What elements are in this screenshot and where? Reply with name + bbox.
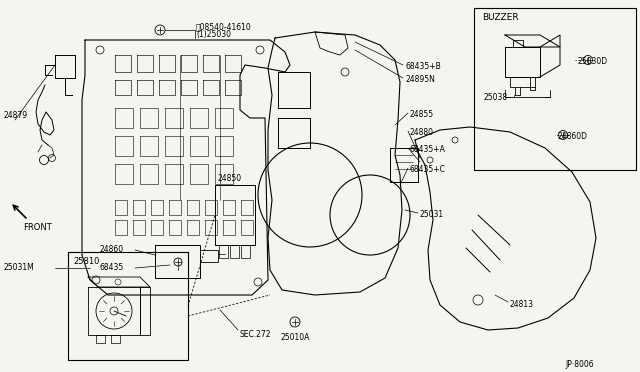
Text: 24860D: 24860D <box>557 132 587 141</box>
Text: 68435+A: 68435+A <box>410 145 446 154</box>
Text: 25031: 25031 <box>420 210 444 219</box>
Text: 24880: 24880 <box>410 128 434 137</box>
Text: 68435+B: 68435+B <box>405 62 441 71</box>
Text: 68435: 68435 <box>100 263 124 273</box>
Text: 24895N: 24895N <box>405 75 435 84</box>
Text: 25038: 25038 <box>484 93 508 102</box>
Text: 24860: 24860 <box>100 246 124 254</box>
Text: 25010A: 25010A <box>280 333 310 342</box>
Text: BUZZER: BUZZER <box>482 13 518 22</box>
Text: 24879: 24879 <box>4 112 28 121</box>
Text: JP·8006: JP·8006 <box>565 360 594 369</box>
Text: 25810: 25810 <box>73 257 99 266</box>
Text: 68435+C: 68435+C <box>410 165 446 174</box>
Text: FRONT: FRONT <box>23 223 52 232</box>
Text: 24850: 24850 <box>218 174 242 183</box>
Text: SEC.272: SEC.272 <box>240 330 271 339</box>
Text: Ⓢ08540-41610: Ⓢ08540-41610 <box>196 22 252 31</box>
Text: 24855: 24855 <box>410 110 434 119</box>
Text: 25030D: 25030D <box>577 57 607 66</box>
Text: 24813: 24813 <box>510 300 534 309</box>
Text: 25031M: 25031M <box>4 263 35 273</box>
Text: (1)25030: (1)25030 <box>196 30 231 39</box>
